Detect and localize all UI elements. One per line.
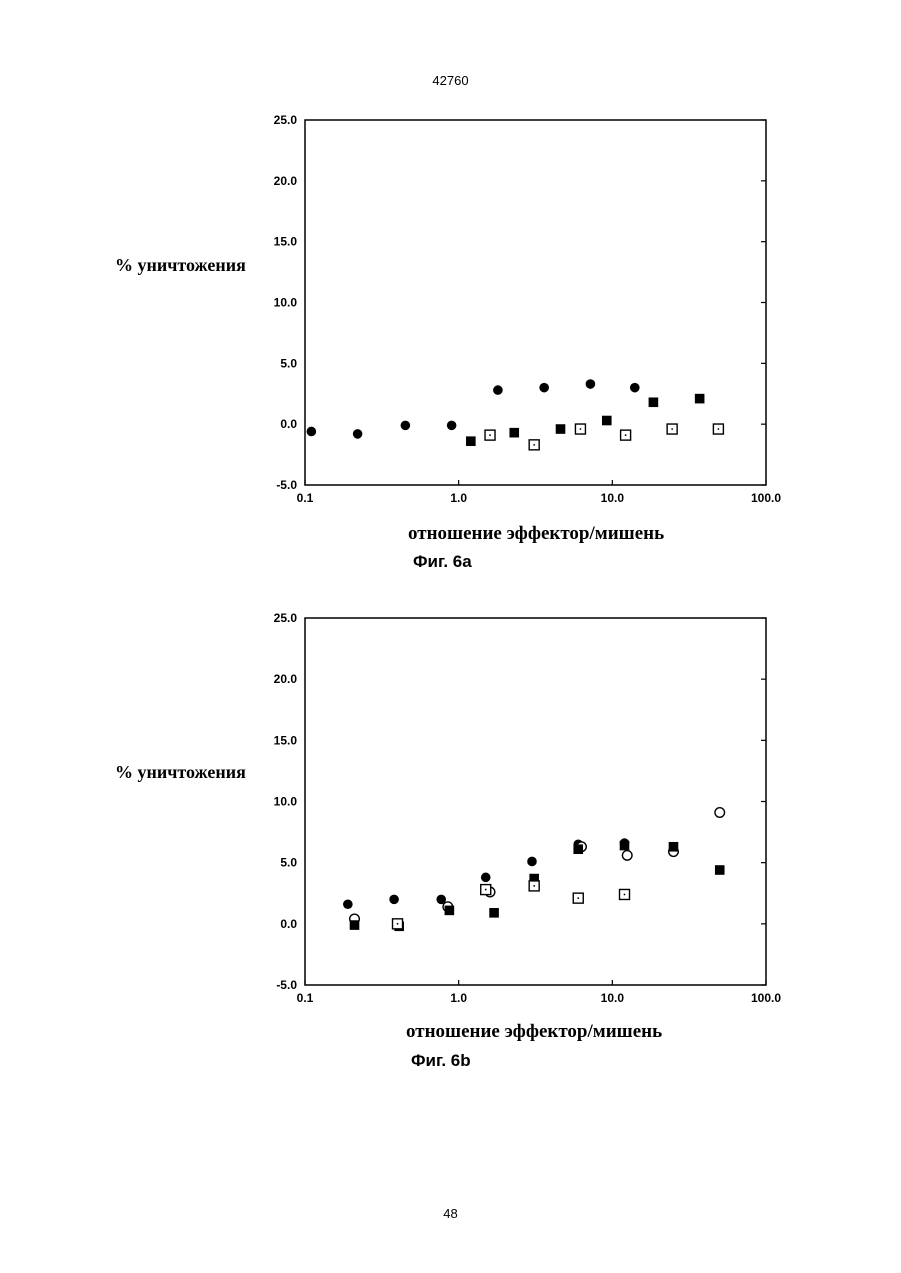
data-point-filled-circle: [353, 429, 363, 439]
x-tick-label: 0.1: [297, 991, 314, 1005]
data-point-filled-square: [556, 424, 566, 434]
data-point-filled-circle: [447, 421, 457, 431]
data-point-open-circle: [622, 851, 632, 861]
x-tick-label: 10.0: [601, 991, 625, 1005]
data-point-filled-circle: [493, 385, 503, 395]
data-point-filled-circle: [389, 895, 399, 905]
y-tick-labels: 25.0 20.0 15.0 10.0 5.0 0.0 -5.0: [274, 611, 298, 992]
y-tick-label: 20.0: [274, 174, 298, 188]
y-tick-label: 5.0: [280, 356, 297, 370]
y-tick-label: -5.0: [276, 478, 297, 492]
x-tick-labels: 0.1 1.0 10.0 100.0: [297, 991, 782, 1005]
y-axis-label: % уничтожения: [115, 255, 246, 275]
data-point-open-square-dot: [485, 889, 487, 891]
chart-fig-6b: 25.0 20.0 15.0 10.0 5.0 0.0 -5.0 0.1 1.0 10.0 100…: [0, 598, 901, 1098]
x-tick-label: 1.0: [450, 991, 467, 1005]
data-point-filled-circle: [481, 873, 491, 883]
x-tick-label: 100.0: [751, 991, 781, 1005]
axis-ticks: [305, 618, 766, 985]
x-axis-label: отношение эффектор/мишень: [408, 523, 664, 544]
data-point-filled-square: [573, 844, 583, 854]
y-tick-label: 10.0: [274, 795, 298, 809]
data-point-open-square-dot: [625, 434, 627, 436]
data-point-open-square-dot: [577, 897, 579, 899]
data-point-filled-square: [669, 842, 679, 852]
data-point-filled-circle: [307, 427, 317, 437]
figure-caption: Фиг. 6b: [411, 1051, 471, 1070]
data-point-filled-circle: [539, 383, 549, 393]
y-tick-label: 5.0: [280, 856, 297, 870]
data-point-filled-square: [489, 908, 499, 918]
y-tick-label: 25.0: [274, 611, 298, 625]
page-header: 42760: [0, 73, 901, 88]
y-tick-label: -5.0: [276, 978, 297, 992]
data-point-filled-square: [466, 436, 476, 446]
data-point-open-square-dot: [533, 444, 535, 446]
data-point-filled-square: [602, 416, 612, 426]
data-point-filled-circle: [586, 379, 596, 389]
data-point-filled-square: [695, 394, 705, 404]
data-points: [343, 808, 725, 931]
data-point-filled-square: [445, 906, 455, 916]
x-axis-label: отношение эффектор/мишень: [406, 1021, 662, 1042]
data-points: [307, 379, 724, 450]
data-point-filled-square: [509, 428, 519, 438]
plot-frame: [305, 618, 766, 985]
x-tick-label: 0.1: [297, 491, 314, 505]
page-number: 48: [0, 1206, 901, 1221]
data-point-filled-square: [620, 841, 630, 851]
x-tick-label: 10.0: [601, 491, 625, 505]
y-tick-label: 0.0: [280, 917, 297, 931]
figure-caption: Фиг. 6a: [413, 552, 472, 571]
data-point-filled-circle: [630, 383, 640, 393]
data-point-open-square-dot: [580, 428, 582, 430]
axis-ticks: [305, 120, 766, 485]
x-tick-label: 1.0: [450, 491, 467, 505]
x-tick-label: 100.0: [751, 491, 781, 505]
data-point-filled-circle: [401, 421, 411, 431]
data-point-filled-square: [715, 865, 725, 875]
y-tick-label: 20.0: [274, 672, 298, 686]
data-point-filled-square: [649, 397, 659, 407]
data-point-open-square-dot: [624, 894, 626, 896]
chart-fig-6a: 25.0 20.0 15.0 10.0 5.0 0.0 -5.0 0.1 1.0 10.0 100…: [0, 100, 901, 600]
y-axis-label: % уничтожения: [115, 762, 246, 782]
x-tick-labels: 0.1 1.0 10.0 100.0: [297, 491, 782, 505]
data-point-open-circle: [715, 808, 725, 818]
data-point-filled-circle: [527, 857, 537, 867]
y-tick-labels: 25.0 20.0 15.0 10.0 5.0 0.0 -5.0: [274, 113, 298, 492]
y-tick-label: 15.0: [274, 235, 298, 249]
y-tick-label: 0.0: [280, 417, 297, 431]
data-point-filled-square: [350, 920, 360, 930]
y-tick-label: 10.0: [274, 296, 298, 310]
data-point-filled-circle: [343, 899, 353, 909]
data-point-open-square-dot: [397, 923, 399, 925]
data-point-open-square-dot: [671, 428, 673, 430]
data-point-open-square-dot: [717, 428, 719, 430]
data-point-open-square-dot: [533, 885, 535, 887]
data-point-open-square-dot: [489, 434, 491, 436]
y-tick-label: 25.0: [274, 113, 298, 127]
y-tick-label: 15.0: [274, 733, 298, 747]
plot-frame: [305, 120, 766, 485]
